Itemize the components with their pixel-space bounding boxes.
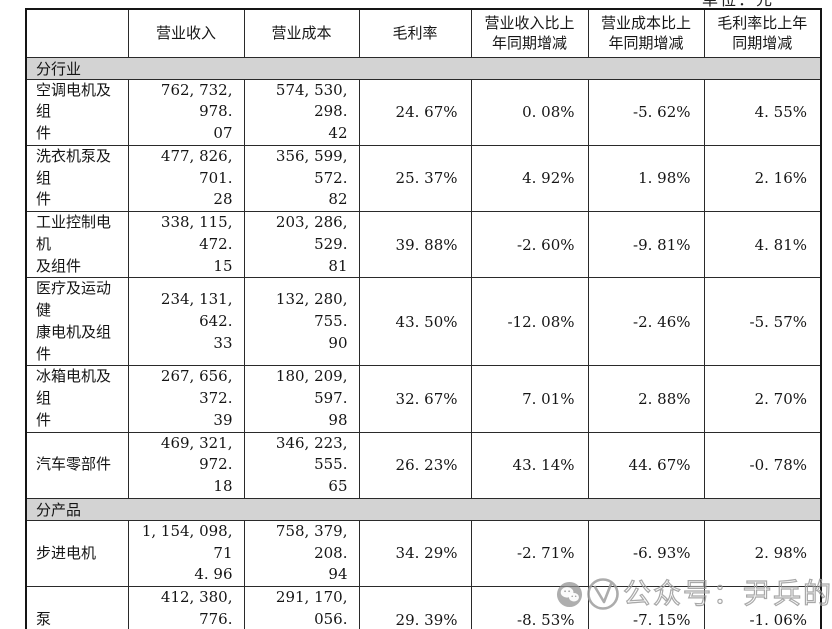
cell-margin-yoy: 2. 98% [703, 519, 822, 588]
cell-gross-margin: 32. 67% [358, 365, 472, 433]
col-header-label [25, 8, 129, 58]
cell-margin-yoy: -5. 57% [703, 277, 822, 367]
cell-revenue-yoy: -2. 71% [470, 519, 589, 588]
cell-margin-yoy: 4. 55% [703, 78, 822, 146]
section-label: 分产品 [25, 497, 822, 521]
cell-cost: 180, 209, 597. 98 [243, 365, 360, 433]
col-header-gross-margin: 毛利率 [358, 8, 472, 58]
cell-revenue-yoy: -2. 60% [470, 210, 589, 279]
cell-cost-yoy: 44. 67% [587, 431, 705, 499]
cell-cost-yoy: 1. 98% [587, 144, 705, 213]
cell-cost: 574, 530, 298. 42 [243, 78, 360, 146]
section-label: 分行业 [25, 56, 822, 80]
cell-cost: 758, 379, 208. 94 [243, 519, 360, 588]
cell-label: 医疗及运动健 康电机及组件 [25, 277, 129, 367]
cell-revenue: 469, 321, 972. 18 [127, 431, 245, 499]
cell-cost-yoy: -2. 46% [587, 277, 705, 367]
cell-cost: 203, 286, 529. 81 [243, 210, 360, 279]
cell-revenue-yoy: -8. 53% [470, 585, 589, 629]
header-row: 营业收入 营业成本 毛利率 营业收入比上 年同期增减 营业成本比上 年同期增减 … [25, 8, 822, 58]
cell-label: 空调电机及组 件 [25, 78, 129, 146]
cell-revenue: 1, 154, 098, 71 4. 96 [127, 519, 245, 588]
cell-margin-yoy: -0. 78% [703, 431, 822, 499]
cell-cost-yoy: -6. 93% [587, 519, 705, 588]
cell-label: 汽车零部件 [25, 431, 129, 499]
segment-breakdown-table: 营业收入 营业成本 毛利率 营业收入比上 年同期增减 营业成本比上 年同期增减 … [25, 8, 822, 629]
cell-margin-yoy: 2. 70% [703, 365, 822, 433]
cell-revenue-yoy: -12. 08% [470, 277, 589, 367]
cell-revenue: 267, 656, 372. 39 [127, 365, 245, 433]
cell-label: 冰箱电机及组 件 [25, 365, 129, 433]
cell-label: 泵 [25, 585, 129, 629]
cell-cost-yoy: -9. 81% [587, 210, 705, 279]
cell-cost: 132, 280, 755. 90 [243, 277, 360, 367]
row-stepper-motor: 步进电机 1, 154, 098, 71 4. 96 758, 379, 208… [25, 519, 822, 588]
cell-revenue-yoy: 0. 08% [470, 78, 589, 146]
cell-margin-yoy: 4. 81% [703, 210, 822, 279]
cell-margin-yoy: 2. 16% [703, 144, 822, 213]
row-industrial-control: 工业控制电机 及组件 338, 115, 472. 15 203, 286, 5… [25, 210, 822, 279]
row-pump: 泵 412, 380, 776. 78 291, 170, 056. 12 29… [25, 585, 822, 629]
cell-gross-margin: 34. 29% [358, 519, 472, 588]
unit-label: 单位：元 [702, 0, 774, 10]
cell-label: 工业控制电机 及组件 [25, 210, 129, 279]
cell-gross-margin: 29. 39% [358, 585, 472, 629]
cell-revenue: 477, 826, 701. 28 [127, 144, 245, 213]
row-medical-health: 医疗及运动健 康电机及组件 234, 131, 642. 33 132, 280… [25, 277, 822, 367]
cell-revenue-yoy: 43. 14% [470, 431, 589, 499]
col-header-cost-yoy: 营业成本比上 年同期增减 [587, 8, 705, 58]
cell-label: 洗衣机泵及组 件 [25, 144, 129, 213]
col-header-margin-yoy: 毛利率比上年 同期增减 [703, 8, 822, 58]
cell-cost: 356, 599, 572. 82 [243, 144, 360, 213]
cell-revenue-yoy: 7. 01% [470, 365, 589, 433]
cell-revenue: 762, 732, 978. 07 [127, 78, 245, 146]
cell-revenue: 338, 115, 472. 15 [127, 210, 245, 279]
col-header-revenue-yoy: 营业收入比上 年同期增减 [470, 8, 589, 58]
section-row-by-industry: 分行业 [25, 56, 822, 80]
cell-label: 步进电机 [25, 519, 129, 588]
cell-cost: 291, 170, 056. 12 [243, 585, 360, 629]
cell-revenue: 412, 380, 776. 78 [127, 585, 245, 629]
cell-gross-margin: 25. 37% [358, 144, 472, 213]
cell-revenue: 234, 131, 642. 33 [127, 277, 245, 367]
cell-gross-margin: 26. 23% [358, 431, 472, 499]
cell-gross-margin: 43. 50% [358, 277, 472, 367]
cell-cost-yoy: -5. 62% [587, 78, 705, 146]
cell-gross-margin: 39. 88% [358, 210, 472, 279]
row-auto-parts: 汽车零部件 469, 321, 972. 18 346, 223, 555. 6… [25, 431, 822, 499]
cell-margin-yoy: -1. 06% [703, 585, 822, 629]
cell-gross-margin: 24. 67% [358, 78, 472, 146]
cell-cost-yoy: 2. 88% [587, 365, 705, 433]
row-washer-pump: 洗衣机泵及组 件 477, 826, 701. 28 356, 599, 572… [25, 144, 822, 213]
cell-cost-yoy: -7. 15% [587, 585, 705, 629]
row-fridge-motor: 冰箱电机及组 件 267, 656, 372. 39 180, 209, 597… [25, 365, 822, 433]
section-row-by-product: 分产品 [25, 497, 822, 521]
cell-cost: 346, 223, 555. 65 [243, 431, 360, 499]
cell-revenue-yoy: 4. 92% [470, 144, 589, 213]
col-header-revenue: 营业收入 [127, 8, 245, 58]
row-aircon-motor: 空调电机及组 件 762, 732, 978. 07 574, 530, 298… [25, 78, 822, 146]
col-header-cost: 营业成本 [243, 8, 360, 58]
